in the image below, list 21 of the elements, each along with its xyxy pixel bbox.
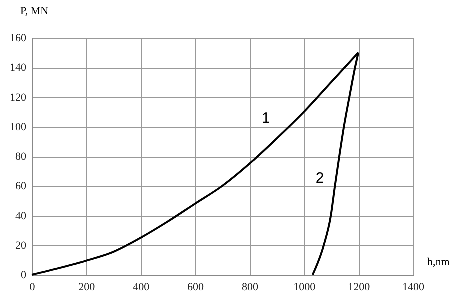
x-tick-label: 400	[133, 282, 150, 294]
y-axis-title: P, MN	[20, 6, 49, 18]
y-tick-label: 100	[10, 121, 27, 134]
x-tick-label: 1400	[402, 282, 425, 294]
y-tick-label: 40	[16, 210, 27, 222]
annotation: 1	[262, 110, 270, 127]
x-tick-label: 1200	[348, 282, 371, 294]
x-axis-title: h,nm	[428, 256, 450, 268]
y-tick-label: 0	[21, 270, 27, 282]
y-tick-label: 160	[10, 32, 27, 44]
x-tick-label: 1000	[294, 282, 316, 294]
x-tick-label: 200	[78, 282, 96, 294]
y-tick-label: 60	[16, 180, 27, 193]
x-tick-label: 0	[30, 282, 36, 294]
x-tick-label: 600	[188, 282, 205, 294]
y-tick-label: 120	[10, 92, 27, 104]
y-tick-label: 140	[10, 62, 27, 74]
annotation: 2	[316, 170, 324, 187]
y-tick-label: 20	[16, 240, 27, 252]
y-tick-label: 80	[16, 151, 27, 163]
x-tick-label: 800	[242, 282, 259, 294]
